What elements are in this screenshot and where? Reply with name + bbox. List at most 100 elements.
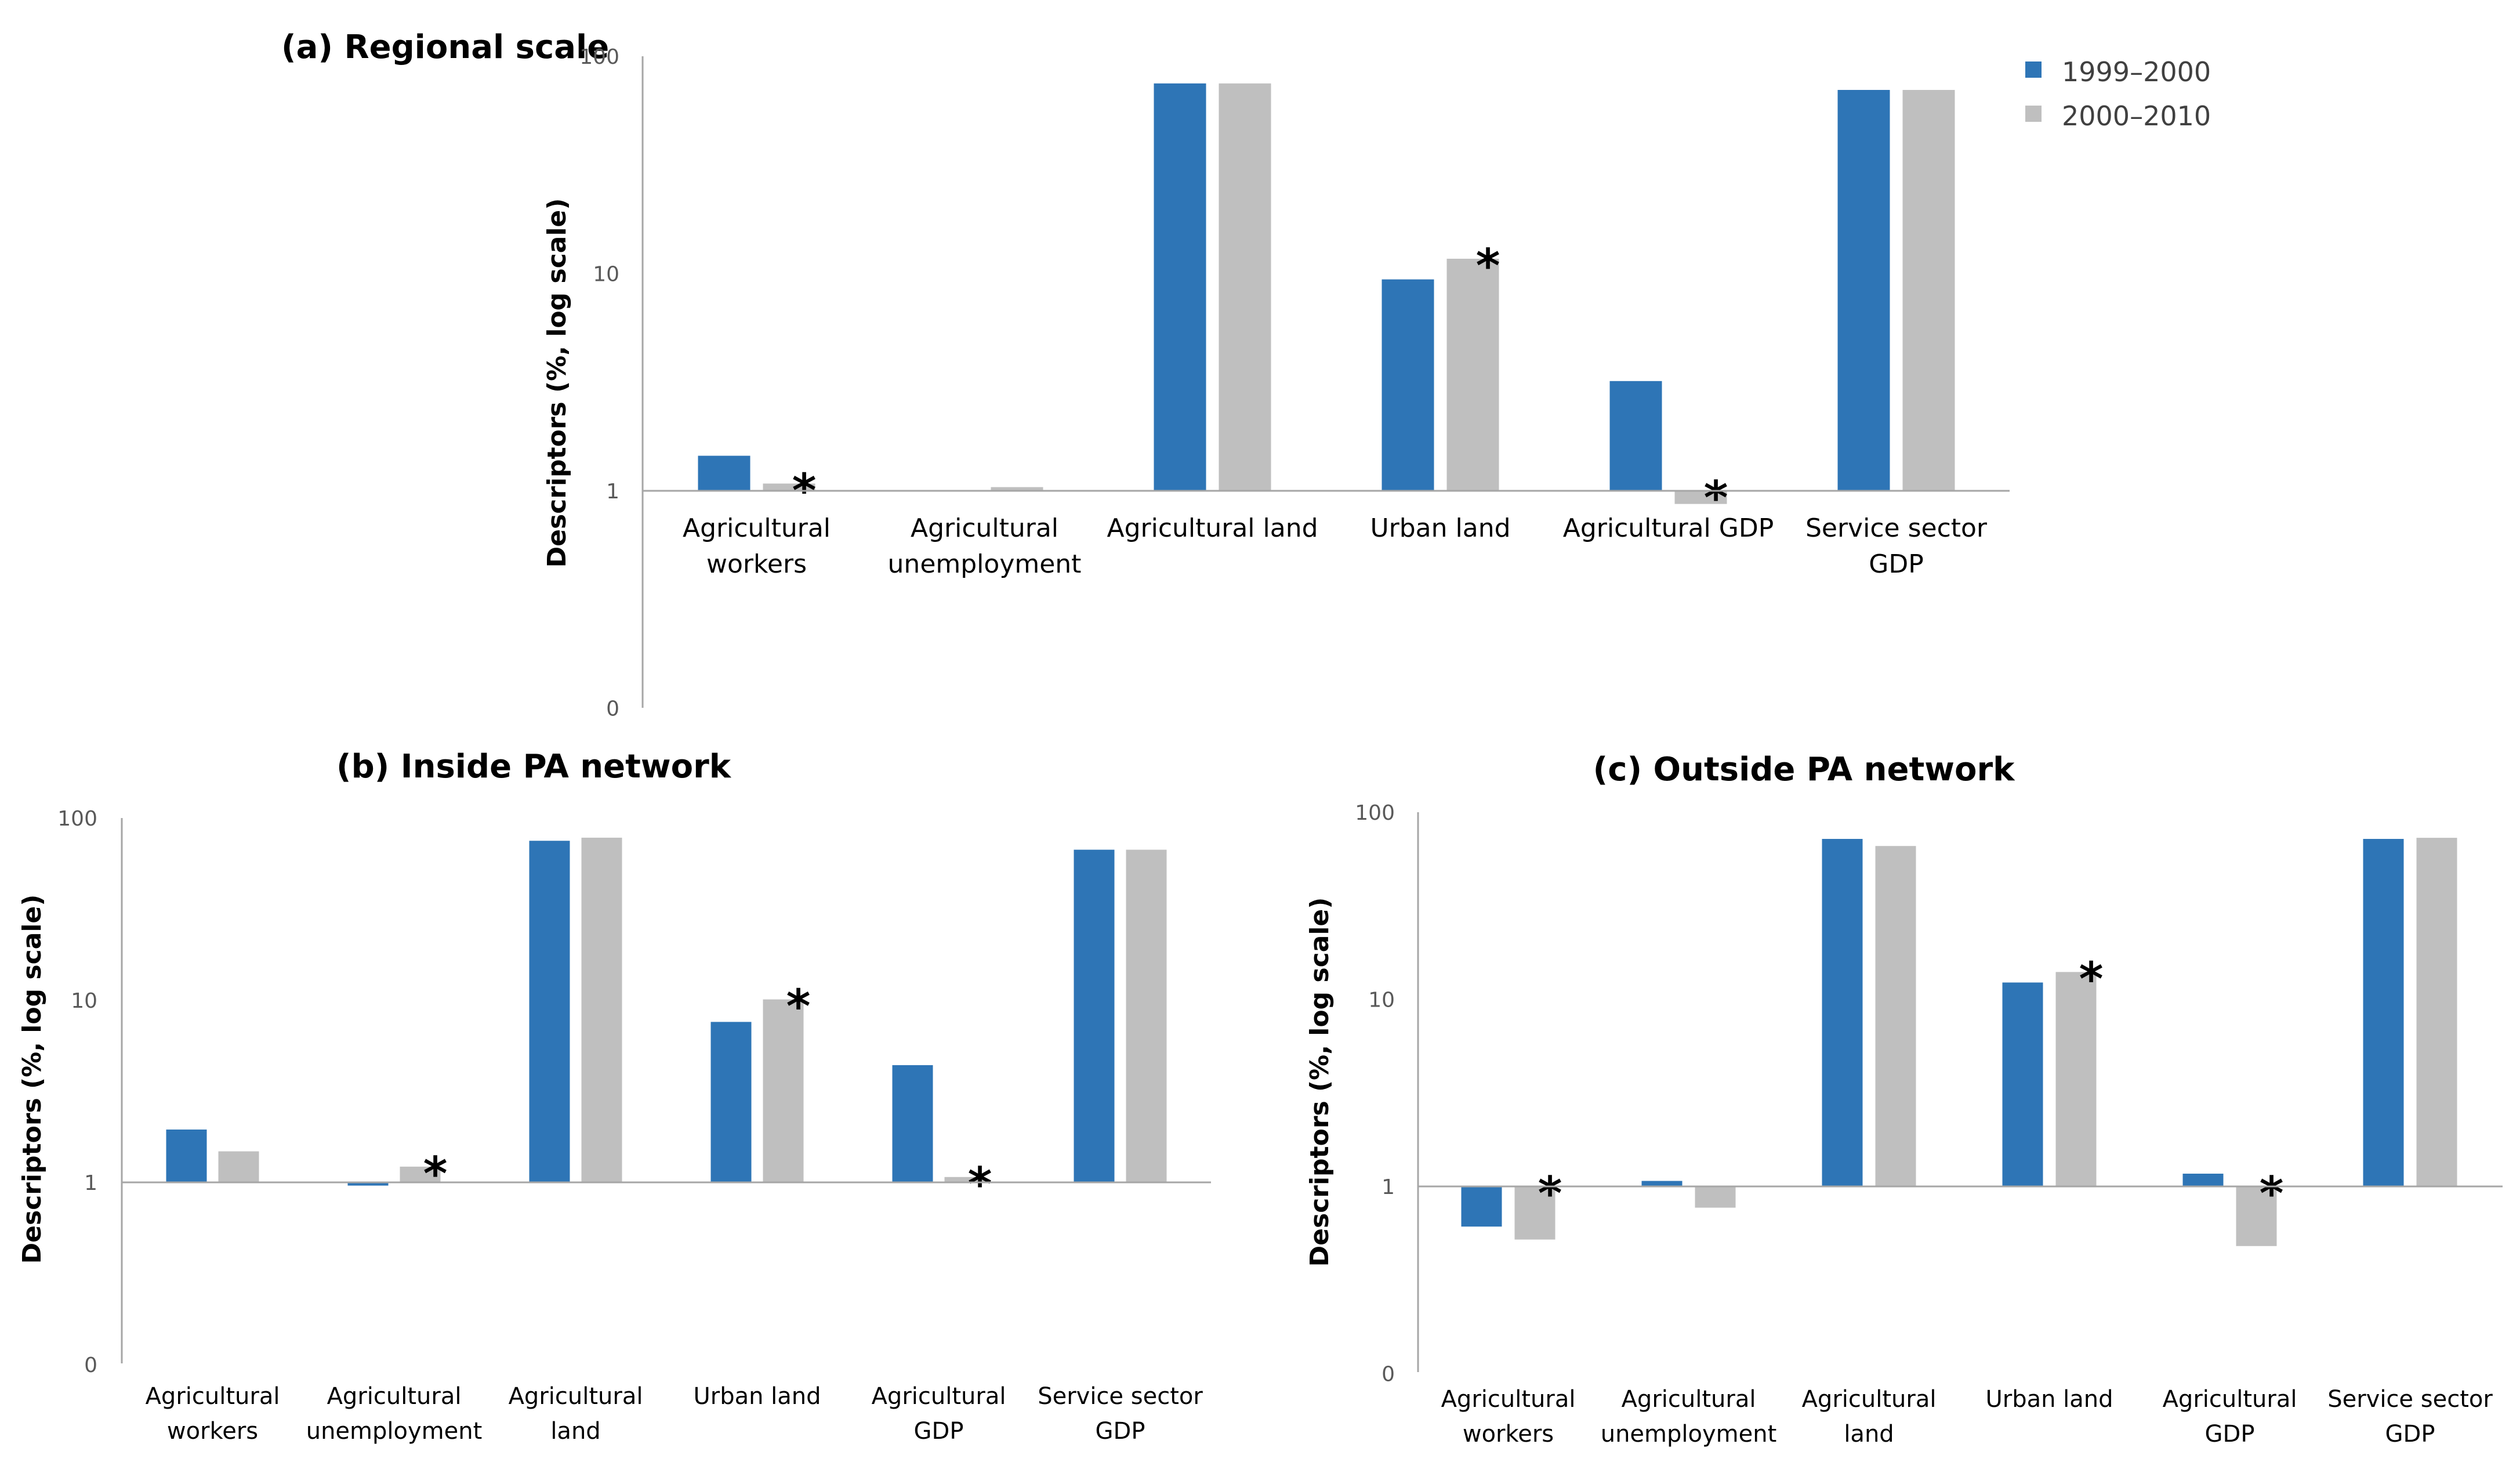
significance-star: * — [786, 980, 811, 1034]
category-label: GDP — [2205, 1421, 2255, 1447]
panel-title: (b) Inside PA network — [336, 748, 732, 786]
category-labels: Agricultural workers Agricultural unemploym… — [683, 513, 1988, 579]
category-label: Agricultural — [1802, 1386, 1937, 1413]
significance-star: * — [2260, 1167, 2284, 1221]
y-axis-label: Descriptors (%, log scale) — [542, 198, 572, 568]
y-tick-label: 100 — [579, 45, 619, 69]
bar-1999-2000 — [1822, 839, 1863, 1186]
bar-2000-2010 — [2416, 838, 2457, 1186]
bar-1999-2000 — [1837, 90, 1890, 491]
bar-1999-2000 — [2182, 1174, 2224, 1186]
legend-item-2000-2010: 2000–2010 — [2025, 100, 2211, 132]
category-label: Agricultural — [1441, 1386, 1576, 1413]
bar-1999-2000 — [710, 1022, 752, 1182]
bar-1999-2000 — [1609, 381, 1662, 491]
bar-1999-2000 — [698, 455, 750, 491]
significance-star: * — [968, 1157, 992, 1211]
bar-2000-2010 — [2055, 972, 2097, 1186]
bars — [698, 83, 1955, 504]
bar-2000-2010 — [1126, 849, 1167, 1182]
y-tick-label: 10 — [593, 263, 619, 287]
y-tick-label: 10 — [71, 989, 97, 1013]
y-tick-label: 100 — [57, 807, 97, 831]
category-label: Agricultural — [872, 1383, 1006, 1410]
panel-regional-scale: (a) Regional scale Descriptors (%, log s… — [281, 28, 2010, 721]
y-tick-label: 100 — [1355, 801, 1395, 825]
category-label: Agricultural — [509, 1383, 643, 1410]
legend-swatch-2000-2010 — [2025, 106, 2042, 122]
bar-1999-2000 — [347, 1182, 389, 1186]
panel-inside-pa-network: (b) Inside PA network Descriptors (%, lo… — [17, 748, 1211, 1445]
category-label: GDP — [914, 1418, 964, 1445]
bar-1999-2000 — [166, 1129, 207, 1182]
bar-1999-2000 — [2363, 839, 2404, 1186]
bar-2000-2010 — [2236, 1186, 2277, 1246]
bar-1999-2000 — [892, 1065, 933, 1182]
category-labels: Agricultural workers Agricultural unemploym… — [1441, 1386, 2493, 1447]
bar-2000-2010 — [218, 1151, 259, 1182]
category-label: land — [550, 1418, 600, 1445]
bar-2000-2010 — [1446, 258, 1499, 491]
category-labels: Agricultural workers Agricultural unemploym… — [146, 1383, 1203, 1445]
category-label: Service sector — [1038, 1383, 1203, 1410]
category-label: GDP — [1096, 1418, 1145, 1445]
bar-2000-2010 — [1875, 846, 1916, 1186]
category-label: Urban land — [1985, 1386, 2113, 1413]
bar-2000-2010 — [1674, 491, 1727, 504]
bar-2000-2010 — [1695, 1186, 1736, 1208]
bar-1999-2000 — [1641, 1181, 1683, 1186]
category-label: Agricultural — [2163, 1386, 2297, 1413]
category-label: GDP — [1869, 549, 1924, 579]
legend: 1999–2000 2000–2010 — [2025, 56, 2211, 132]
category-label: workers — [167, 1418, 258, 1445]
panel-outside-pa-network: (c) Outside PA network Descriptors (%, l… — [1305, 751, 2503, 1447]
y-tick-label: 1 — [84, 1171, 97, 1195]
bar-1999-2000 — [1382, 279, 1434, 491]
y-tick-label: 0 — [1382, 1363, 1395, 1387]
bar-1999-2000 — [1461, 1186, 1502, 1227]
category-label: Agricultural — [683, 513, 831, 543]
panel-title: (a) Regional scale — [281, 28, 609, 66]
bar-2000-2010 — [1219, 83, 1271, 491]
bar-2000-2010 — [763, 483, 815, 491]
bar-1999-2000 — [2002, 982, 2043, 1186]
bars — [1461, 838, 2457, 1246]
bar-2000-2010 — [944, 1177, 985, 1182]
bar-1999-2000 — [1154, 83, 1206, 491]
bar-2000-2010 — [581, 837, 622, 1182]
significance-markers: * * * — [1538, 952, 2284, 1221]
category-label: unemployment — [306, 1418, 483, 1445]
category-label: Agricultural land — [1107, 513, 1318, 543]
bar-2000-2010 — [763, 999, 804, 1182]
bar-1999-2000 — [529, 841, 570, 1182]
legend-swatch-1999-2000 — [2025, 61, 2042, 78]
y-tick-label: 1 — [606, 480, 619, 504]
significance-star: * — [423, 1147, 448, 1201]
category-label: workers — [706, 549, 807, 579]
category-label: Agricultural — [1622, 1386, 1756, 1413]
significance-star: * — [1476, 239, 1500, 293]
y-axis-label: Descriptors (%, log scale) — [1305, 898, 1335, 1267]
significance-star: * — [2079, 952, 2104, 1006]
bar-2000-2010 — [1514, 1186, 1555, 1240]
bar-2000-2010 — [1902, 90, 1955, 491]
bar-2000-2010 — [400, 1166, 441, 1182]
category-label: Service sector — [1805, 513, 1988, 543]
y-tick-label: 0 — [606, 697, 619, 721]
bar-2000-2010 — [991, 487, 1043, 491]
significance-markers: * * * — [423, 980, 992, 1211]
category-label: Agricultural — [911, 513, 1058, 543]
bars — [166, 837, 1167, 1186]
category-label: Service sector — [2327, 1386, 2493, 1413]
category-label: workers — [1463, 1421, 1554, 1447]
significance-star: * — [1704, 471, 1728, 525]
category-label: unemployment — [888, 549, 1082, 579]
category-label: Urban land — [693, 1383, 821, 1410]
category-label: GDP — [2385, 1421, 2435, 1447]
y-tick-label: 0 — [84, 1354, 97, 1377]
category-label: Agricultural — [327, 1383, 462, 1410]
y-tick-label: 1 — [1382, 1175, 1395, 1199]
